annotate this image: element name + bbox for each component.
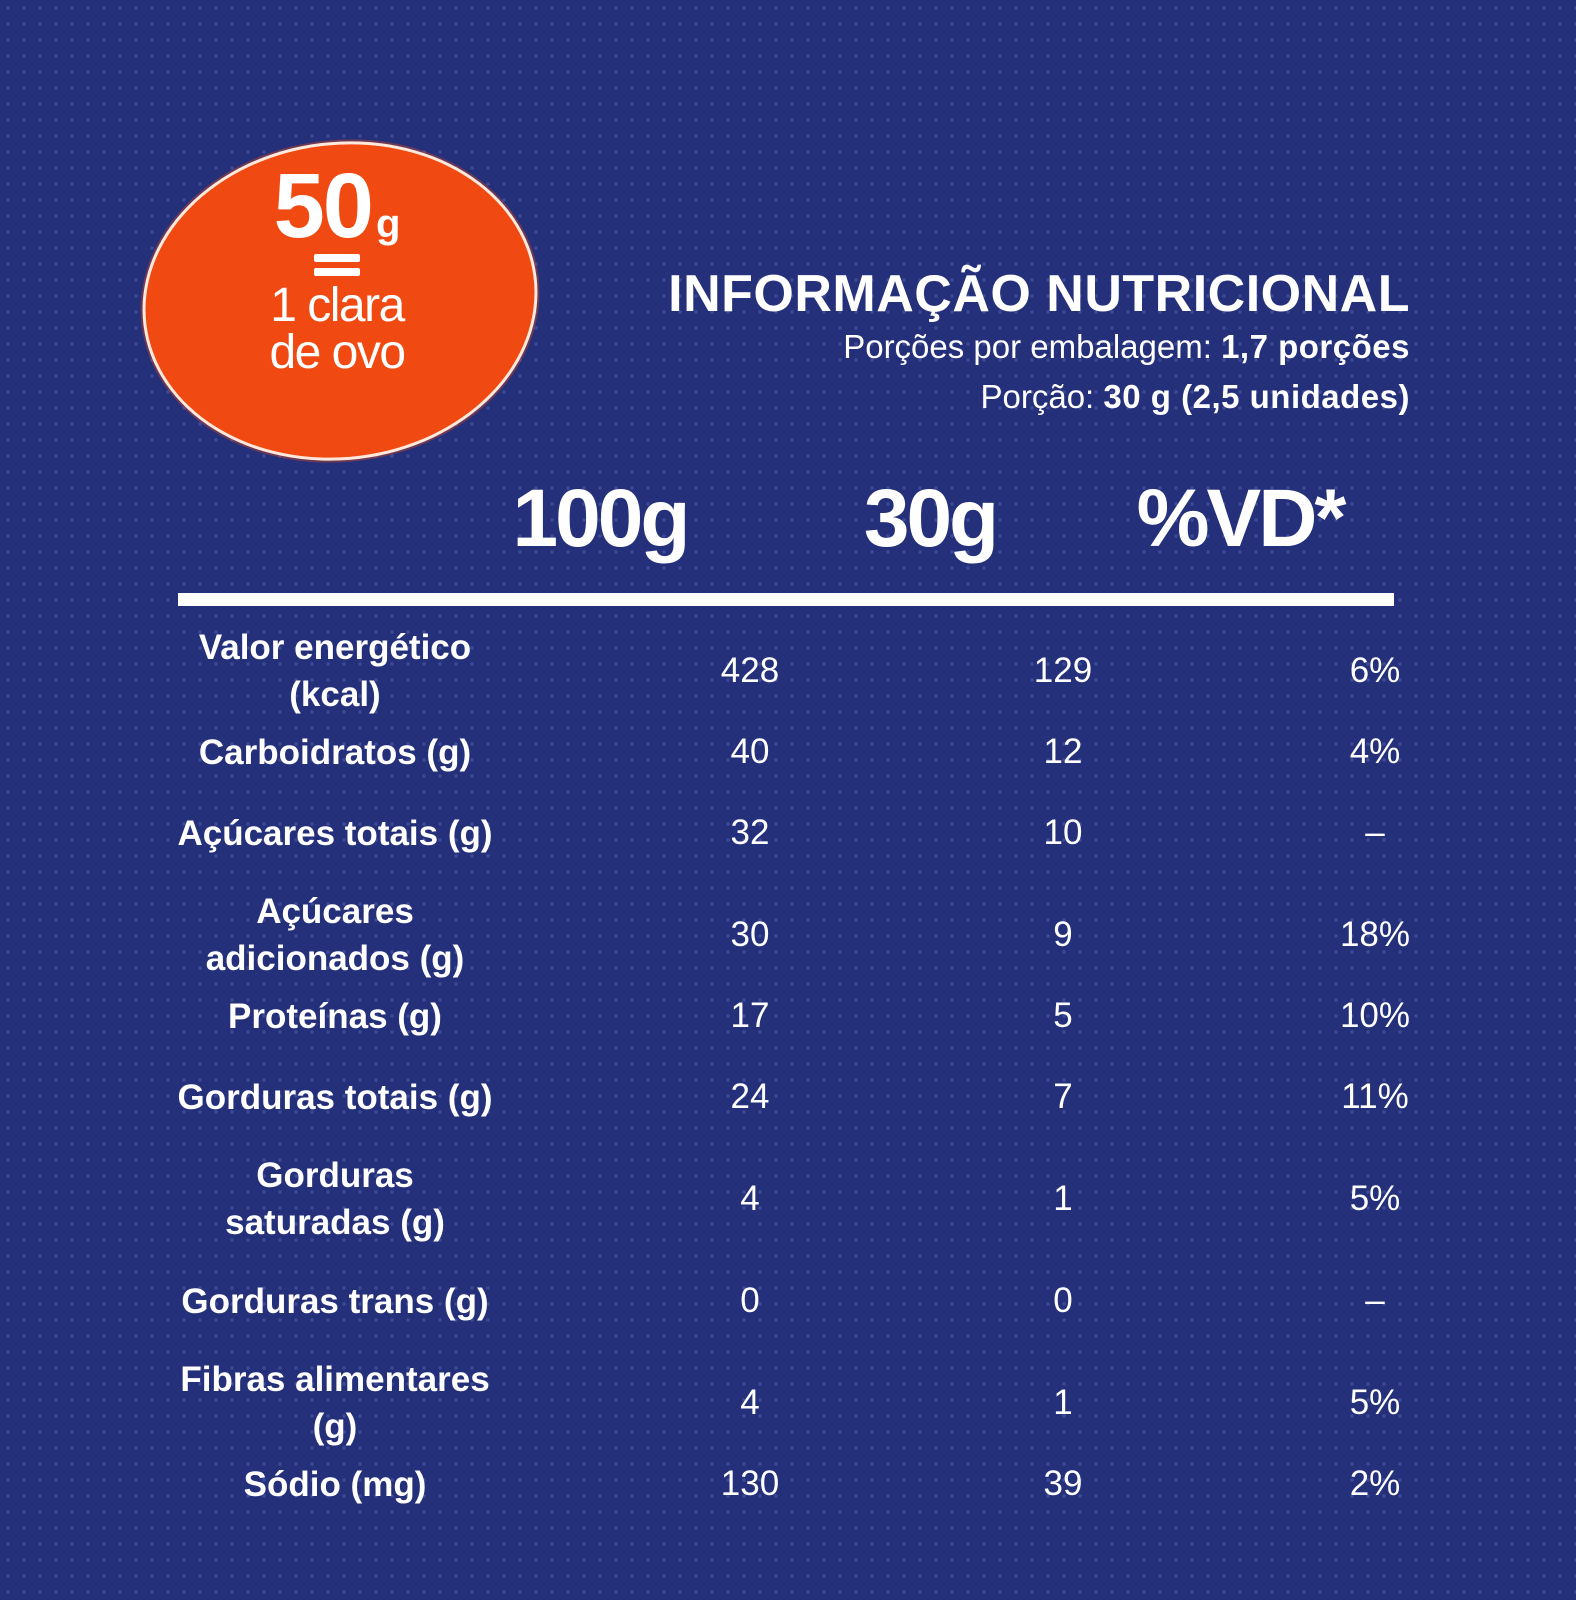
value-vd: 5% xyxy=(1349,1383,1401,1422)
row-label: Gorduras saturadas (g) xyxy=(225,1156,445,1242)
table-row: Carboidratos (g) 40 12 4% xyxy=(170,726,1410,778)
value-30g: 7 xyxy=(1053,1077,1073,1116)
value-vd: – xyxy=(1365,1281,1385,1320)
value-30g: 0 xyxy=(1053,1281,1073,1320)
value-100g: 0 xyxy=(740,1281,760,1320)
portion-value: 30 g (2,5 unidades) xyxy=(1103,378,1410,415)
portion-badge-text: 50 g 1 clara de ovo xyxy=(142,160,532,380)
value-100g: 428 xyxy=(720,651,780,690)
value-100g: 4 xyxy=(740,1179,760,1218)
table-row: Sódio (mg) 130 39 2% xyxy=(170,1458,1410,1510)
value-vd: 11% xyxy=(1341,1077,1409,1116)
value-vd: 6% xyxy=(1349,651,1401,690)
portion-size: Porção: 30 g (2,5 unidades) xyxy=(560,378,1410,416)
row-label: Gorduras totais (g) xyxy=(177,1077,493,1117)
column-header-100g: 100g xyxy=(512,473,691,564)
table-row: Gorduras trans (g) 0 0 – xyxy=(170,1254,1410,1348)
value-100g: 40 xyxy=(730,732,770,771)
value-vd: 2% xyxy=(1349,1464,1401,1503)
table-row: Açúcares totais (g) 32 10 – xyxy=(170,786,1410,880)
value-vd: 5% xyxy=(1349,1179,1401,1218)
row-label: Fibras alimentares (g) xyxy=(180,1360,490,1446)
value-30g: 9 xyxy=(1053,915,1073,954)
row-label: Carboidratos (g) xyxy=(198,732,472,772)
value-100g: 24 xyxy=(730,1077,770,1116)
row-label: Valor energético (kcal) xyxy=(198,628,472,714)
badge-amount-line: 50 g xyxy=(142,160,532,252)
value-100g: 4 xyxy=(740,1383,760,1422)
badge-amount: 50 xyxy=(273,155,374,257)
badge-unit: g xyxy=(375,202,401,246)
value-100g: 30 xyxy=(730,915,770,954)
equals-icon xyxy=(314,254,360,276)
value-vd: – xyxy=(1365,813,1385,852)
row-label: Sódio (mg) xyxy=(243,1464,427,1504)
value-100g: 17 xyxy=(730,996,770,1035)
table-row: Gorduras saturadas (g) 4 1 5% xyxy=(170,1152,1410,1246)
value-30g: 5 xyxy=(1053,996,1073,1035)
table-row: Proteínas (g) 17 5 10% xyxy=(170,990,1410,1042)
servings-value: 1,7 porções xyxy=(1221,328,1410,365)
value-30g: 129 xyxy=(1033,651,1093,690)
value-vd: 10% xyxy=(1339,996,1411,1035)
page-title: INFORMAÇÃO NUTRICIONAL xyxy=(668,265,1410,323)
row-label: Açúcares adicionados (g) xyxy=(205,892,465,978)
column-header-30g: 30g xyxy=(863,473,999,564)
value-30g: 12 xyxy=(1043,732,1083,771)
table-row: Valor energético (kcal) 428 129 6% xyxy=(170,624,1410,718)
header-divider xyxy=(178,593,1394,606)
row-label: Gorduras trans (g) xyxy=(181,1281,489,1321)
value-30g: 1 xyxy=(1053,1383,1073,1422)
column-header-vd: %VD* xyxy=(1136,473,1347,564)
value-vd: 4% xyxy=(1349,732,1401,771)
badge-line-2: de ovo xyxy=(269,326,406,380)
table-row: Açúcares adicionados (g) 30 9 18% xyxy=(170,888,1410,982)
value-100g: 32 xyxy=(730,813,770,852)
value-30g: 10 xyxy=(1043,813,1083,852)
value-100g: 130 xyxy=(720,1464,780,1503)
row-label: Açúcares totais (g) xyxy=(177,813,493,853)
value-vd: 18% xyxy=(1339,915,1411,954)
table-row: Fibras alimentares (g) 4 1 5% xyxy=(170,1356,1410,1450)
badge-line-1: 1 clara xyxy=(270,279,405,332)
value-30g: 39 xyxy=(1043,1464,1083,1503)
row-label: Proteínas (g) xyxy=(228,996,442,1036)
servings-label: Porções por embalagem: xyxy=(843,328,1212,365)
table-row: Gorduras totais (g) 24 7 11% xyxy=(170,1050,1410,1144)
servings-per-package: Porções por embalagem: 1,7 porções xyxy=(560,328,1410,366)
value-30g: 1 xyxy=(1053,1179,1073,1218)
portion-label: Porção: xyxy=(980,378,1095,415)
